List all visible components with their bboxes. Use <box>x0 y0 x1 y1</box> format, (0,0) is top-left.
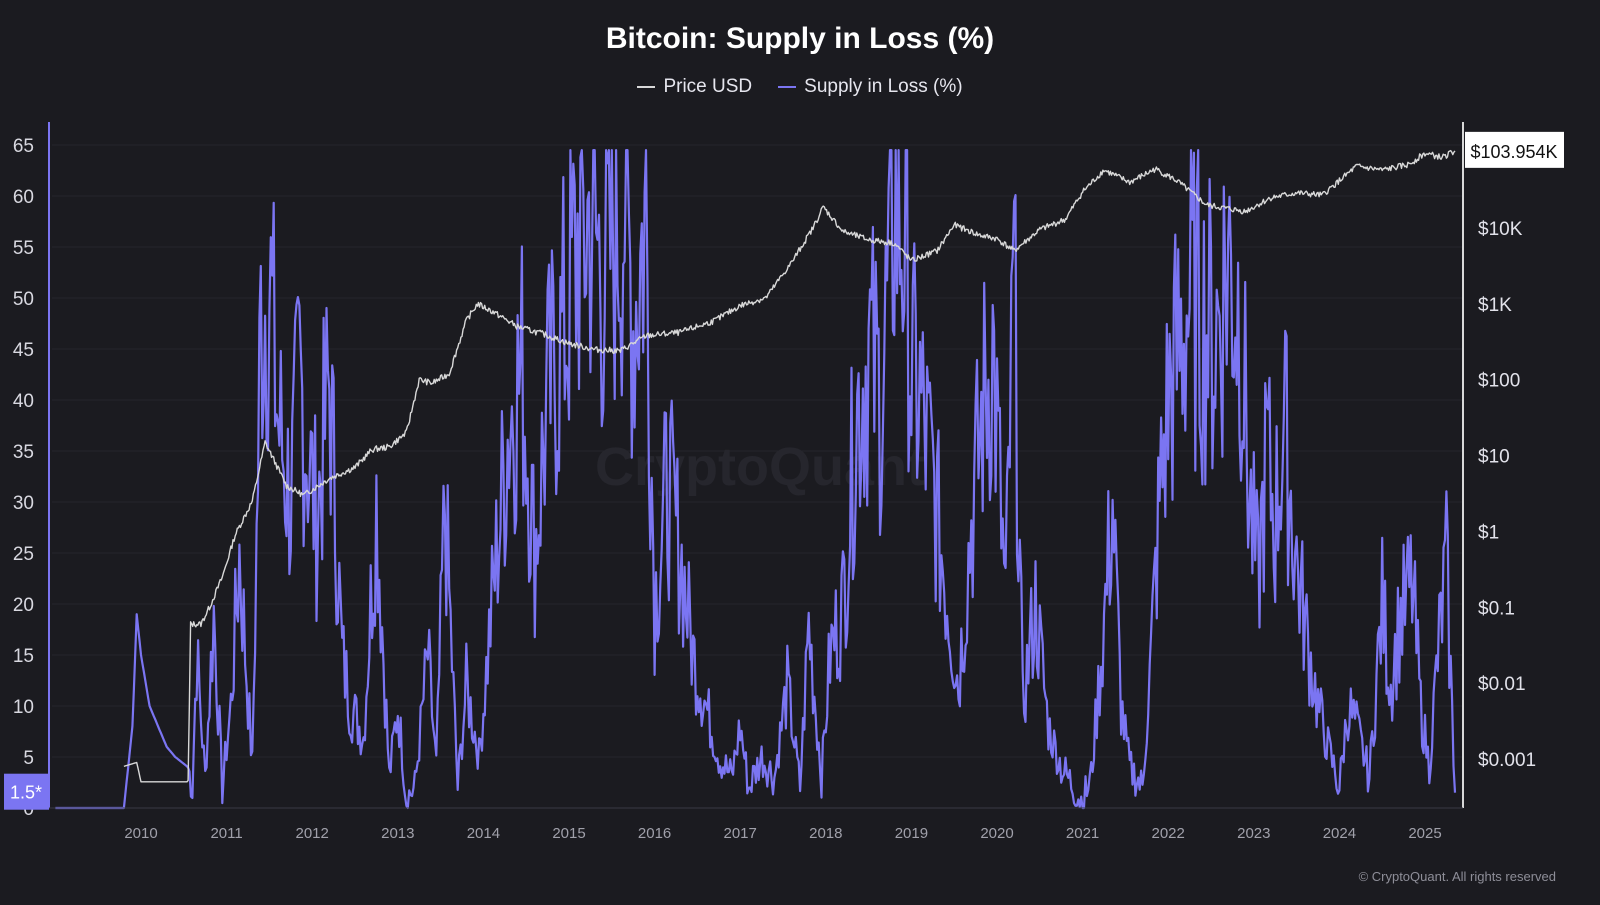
left-tick-60: 60 <box>13 187 34 208</box>
left-tick-50: 50 <box>13 289 34 310</box>
left-tick-35: 35 <box>13 442 34 463</box>
grid-lines <box>52 144 1463 758</box>
left-tick-5: 5 <box>23 748 34 769</box>
legend-label-supply-loss: Supply in Loss (%) <box>804 76 963 97</box>
left-tick-25: 25 <box>13 544 34 565</box>
x-tick-2023: 2023 <box>1237 825 1270 842</box>
chart-title: Bitcoin: Supply in Loss (%) <box>605 22 995 55</box>
right-current-value-badge <box>1465 131 1564 168</box>
left-tick-10: 10 <box>13 697 34 718</box>
left-tick-20: 20 <box>13 595 34 616</box>
x-tick-2020: 2020 <box>980 825 1013 842</box>
left-tick-65: 65 <box>13 136 34 157</box>
watermark: CryptoQuant <box>595 437 925 497</box>
x-tick-2011: 2011 <box>210 825 242 842</box>
right-axis-ticks: $0.001 $0.01 $0.1 $1 $10 $100 $1K $10K <box>1478 219 1536 771</box>
chart-legend: Price USD Supply in Loss (%) <box>0 76 1600 98</box>
copyright-notice: © CryptoQuant. All rights reserved <box>1358 869 1556 884</box>
left-current-value-label: 1.5* <box>10 783 42 803</box>
legend-swatch-supply-loss <box>778 86 797 88</box>
right-current-value-label: $103.954K <box>1470 142 1557 162</box>
legend-label-price: Price USD <box>663 76 753 97</box>
x-tick-2015: 2015 <box>552 825 585 842</box>
right-tick-7: $10K <box>1478 219 1523 240</box>
left-tick-15: 15 <box>13 646 34 667</box>
x-tick-2018: 2018 <box>809 825 842 842</box>
legend-item-price[interactable]: Price USD <box>637 76 752 98</box>
x-tick-2010: 2010 <box>124 825 157 842</box>
price-usd-line <box>123 149 1456 783</box>
right-tick-1: $0.01 <box>1478 674 1526 695</box>
x-tick-2025: 2025 <box>1408 825 1441 842</box>
right-tick-5: $100 <box>1478 371 1520 392</box>
x-tick-2014: 2014 <box>467 825 500 842</box>
x-tick-2013: 2013 <box>381 825 414 842</box>
left-tick-45: 45 <box>13 340 34 361</box>
left-current-value-badge <box>4 773 49 810</box>
supply-in-loss-line <box>55 149 1457 810</box>
axes <box>48 122 1464 809</box>
x-tick-2021: 2021 <box>1066 825 1099 842</box>
x-tick-2019: 2019 <box>895 825 928 842</box>
x-tick-2016: 2016 <box>638 825 671 842</box>
x-tick-2024: 2024 <box>1323 825 1356 842</box>
current-value-markers: 1.5* $103.954K <box>4 131 1564 810</box>
left-tick-55: 55 <box>13 238 34 259</box>
right-tick-2: $0.1 <box>1478 598 1515 619</box>
right-tick-0: $0.001 <box>1478 750 1536 771</box>
supply-in-loss-series <box>55 149 1457 810</box>
x-axis-ticks: 2010 2011 2012 2013 2014 2015 2016 2017 2018 2019… <box>124 825 1441 842</box>
left-tick-40: 40 <box>13 391 34 412</box>
legend-item-supply-loss[interactable]: Supply in Loss (%) <box>778 76 963 98</box>
x-tick-2012: 2012 <box>296 825 329 842</box>
left-tick-30: 30 <box>13 493 34 514</box>
price-usd-series <box>123 149 1456 783</box>
x-tick-2022: 2022 <box>1152 825 1185 842</box>
x-tick-2017: 2017 <box>724 825 757 842</box>
right-tick-4: $10 <box>1478 447 1510 468</box>
left-axis-ticks: 05101520253035404550556065 <box>13 136 34 820</box>
right-tick-6: $1K <box>1478 295 1512 316</box>
right-tick-3: $1 <box>1478 522 1499 543</box>
legend-swatch-price <box>637 86 656 88</box>
